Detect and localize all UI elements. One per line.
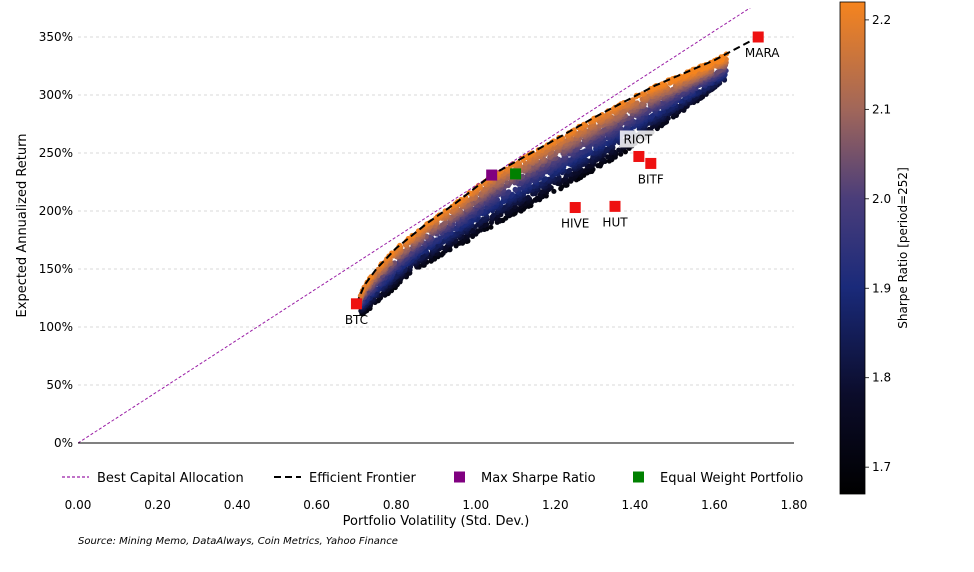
portfolio-point (648, 86, 654, 92)
efficient-frontier-line (355, 36, 759, 305)
colorbar: 1.7 1.8 1.9 2.0 2.1 2.2 Sharpe Ratio [period=2… (839, 1, 910, 495)
portfolio-point (577, 129, 583, 135)
portfolio-point (590, 154, 596, 160)
portfolio-point (550, 160, 556, 166)
y-tick-label: 300% (39, 88, 73, 102)
x-tick-label: 0.00 (65, 498, 92, 512)
x-axis-label: Portfolio Volatility (Std. Dev.) (343, 514, 530, 529)
portfolio-point (506, 189, 512, 195)
portfolio-point (357, 293, 363, 299)
colorbar-gradient (839, 1, 866, 495)
portfolio-point (622, 149, 629, 155)
y-tick-label: 350% (39, 30, 73, 44)
portfolio-point (375, 266, 381, 272)
portfolio-point (567, 167, 573, 173)
colorbar-tick-label: 1.8 (872, 371, 891, 385)
asset-label-bg (619, 130, 656, 148)
colorbar-tick-label: 2.1 (872, 102, 891, 116)
x-tick-label: 1.60 (701, 498, 728, 512)
portfolio-point (519, 173, 526, 179)
asset-marker-bitf (645, 157, 657, 169)
portfolio-point (551, 188, 557, 194)
markers: BTC HIVE HUT RIOT BITF MARA (345, 31, 780, 327)
x-tick-label: 1.00 (462, 498, 489, 512)
legend-label: Equal Weight Portfolio (660, 471, 803, 486)
asset-label-hive: HIVE (561, 217, 589, 231)
y-tick-label: 200% (39, 204, 73, 218)
portfolio-point (542, 176, 549, 182)
best-capital-allocation-line (78, 8, 751, 443)
legend-label: Max Sharpe Ratio (481, 471, 596, 486)
legend-label: Efficient Frontier (309, 471, 416, 486)
asset-marker-riot (633, 150, 645, 162)
portfolio-point (605, 154, 611, 160)
y-tick-label: 100% (39, 320, 73, 334)
asset-marker-btc (350, 298, 362, 310)
colorbar-tick-label: 2.2 (872, 13, 891, 27)
asset-label-bitf: BITF (638, 172, 664, 186)
equal-weight-marker (510, 168, 522, 180)
portfolio-point (512, 186, 518, 192)
y-tick-label: 50% (46, 378, 73, 392)
colorbar-tick-label: 1.7 (872, 460, 891, 474)
x-tick-label: 0.40 (224, 498, 251, 512)
x-tick-label: 0.80 (383, 498, 410, 512)
portfolio-point (482, 221, 489, 227)
asset-label-mara: MARA (745, 46, 780, 60)
asset-label-riot: RIOT (624, 132, 653, 146)
colorbar-tick-label: 2.0 (872, 192, 891, 206)
source-note: Source: Mining Memo, DataAlways, Coin Me… (78, 536, 398, 547)
portfolio-point (434, 237, 440, 243)
x-tick-label: 1.80 (781, 498, 808, 512)
x-tick-label: 1.20 (542, 498, 569, 512)
portfolio-point (630, 97, 636, 103)
portfolio-point (515, 160, 522, 166)
y-axis-label: Expected Annualized Return (15, 134, 30, 318)
asset-marker-hut (609, 200, 621, 212)
x-tick-label: 1.40 (622, 498, 649, 512)
portfolio-point (488, 224, 494, 230)
legend-swatch-square (633, 471, 644, 483)
x-tick-label: 0.20 (144, 498, 171, 512)
colorbar-tick-label: 1.9 (872, 281, 891, 295)
simulated-portfolios-cloud (357, 51, 730, 317)
portfolio-point (616, 147, 622, 153)
legend-swatch-square (454, 471, 465, 483)
asset-marker-mara (752, 31, 764, 43)
portfolio-point (581, 121, 587, 127)
asset-label-btc: BTC (345, 313, 368, 327)
asset-label-hut: HUT (602, 215, 628, 229)
colorbar-label: Sharpe Ratio [period=252] (896, 167, 910, 329)
y-tick-label: 250% (39, 146, 73, 160)
legend: Best Capital Allocation Efficient Frontie… (62, 471, 803, 486)
asset-marker-hive (569, 202, 581, 214)
portfolio-point (424, 221, 430, 227)
max-sharpe-marker (486, 169, 498, 181)
legend-label: Best Capital Allocation (97, 471, 244, 486)
portfolio-point (538, 181, 544, 187)
x-tick-label: 0.60 (303, 498, 330, 512)
portfolio-point (715, 69, 721, 75)
portfolio-point (659, 81, 665, 87)
y-tick-label: 0% (54, 436, 73, 450)
lines (78, 8, 759, 443)
axes: 0% 50% 100% 150% 200% 250% 300% 350% 0.00 0.20 0.4… (15, 30, 807, 529)
y-tick-label: 150% (39, 262, 73, 276)
